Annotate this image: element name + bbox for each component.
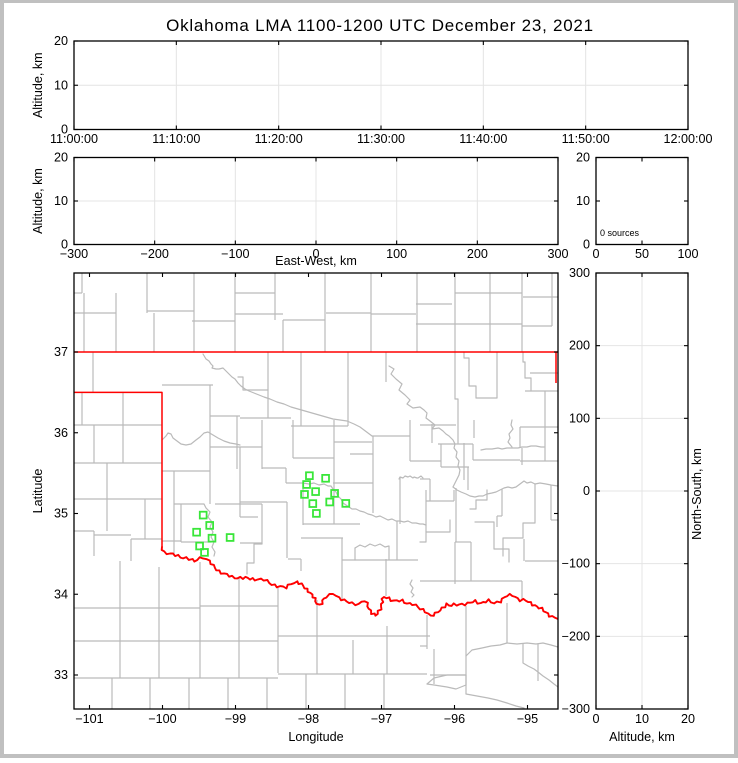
svg-text:33: 33 xyxy=(54,668,68,682)
svg-text:East-West, km: East-West, km xyxy=(275,254,357,268)
svg-text:−100: −100 xyxy=(562,557,590,571)
svg-text:10: 10 xyxy=(54,194,68,208)
svg-text:11:10:00: 11:10:00 xyxy=(152,132,200,146)
svg-text:100: 100 xyxy=(569,411,590,425)
svg-text:200: 200 xyxy=(569,339,590,353)
svg-text:200: 200 xyxy=(467,247,488,261)
svg-text:North-South, km: North-South, km xyxy=(690,448,704,540)
svg-text:−200: −200 xyxy=(562,629,590,643)
svg-text:50: 50 xyxy=(635,247,649,261)
svg-text:11:40:00: 11:40:00 xyxy=(459,132,507,146)
svg-text:0: 0 xyxy=(61,238,68,252)
svg-text:11:20:00: 11:20:00 xyxy=(255,132,303,146)
svg-text:0: 0 xyxy=(583,484,590,498)
svg-text:11:50:00: 11:50:00 xyxy=(562,132,610,146)
svg-text:12:00:00: 12:00:00 xyxy=(663,132,712,146)
svg-text:−200: −200 xyxy=(140,247,168,261)
svg-text:35: 35 xyxy=(54,507,68,521)
svg-text:34: 34 xyxy=(54,587,68,601)
svg-text:11:30:00: 11:30:00 xyxy=(357,132,405,146)
svg-text:Oklahoma LMA 1100-1200 UTC Dec: Oklahoma LMA 1100-1200 UTC December 23, … xyxy=(166,16,594,35)
svg-text:−101: −101 xyxy=(75,712,103,726)
svg-text:20: 20 xyxy=(576,151,590,165)
svg-text:10: 10 xyxy=(635,712,649,726)
svg-text:11:00:00: 11:00:00 xyxy=(50,132,98,146)
svg-text:0: 0 xyxy=(312,247,319,261)
svg-text:−100: −100 xyxy=(148,712,176,726)
svg-text:−96: −96 xyxy=(444,712,465,726)
svg-text:−300: −300 xyxy=(562,702,590,716)
svg-text:−95: −95 xyxy=(517,712,538,726)
svg-text:0: 0 xyxy=(592,712,599,726)
svg-text:100: 100 xyxy=(677,247,698,261)
svg-text:37: 37 xyxy=(54,345,68,359)
svg-text:−97: −97 xyxy=(371,712,392,726)
svg-text:−98: −98 xyxy=(298,712,319,726)
svg-text:0: 0 xyxy=(61,123,68,137)
svg-text:0: 0 xyxy=(583,238,590,252)
svg-text:36: 36 xyxy=(54,426,68,440)
svg-text:10: 10 xyxy=(576,194,590,208)
svg-text:−99: −99 xyxy=(225,712,246,726)
svg-text:Altitude, km: Altitude, km xyxy=(609,730,675,744)
svg-text:−300: −300 xyxy=(60,247,88,261)
svg-text:100: 100 xyxy=(386,247,407,261)
svg-text:20: 20 xyxy=(681,712,695,726)
svg-text:300: 300 xyxy=(547,247,568,261)
svg-text:Altitude, km: Altitude, km xyxy=(31,52,45,118)
svg-text:0 sources: 0 sources xyxy=(600,228,640,238)
svg-text:300: 300 xyxy=(569,266,590,280)
svg-text:0: 0 xyxy=(592,247,599,261)
svg-text:−100: −100 xyxy=(221,247,249,261)
svg-text:20: 20 xyxy=(54,151,68,165)
svg-text:Latitude: Latitude xyxy=(31,469,45,514)
svg-text:Altitude, km: Altitude, km xyxy=(31,168,45,234)
svg-text:10: 10 xyxy=(54,78,68,92)
svg-text:Longitude: Longitude xyxy=(288,730,343,744)
svg-text:20: 20 xyxy=(54,34,68,48)
